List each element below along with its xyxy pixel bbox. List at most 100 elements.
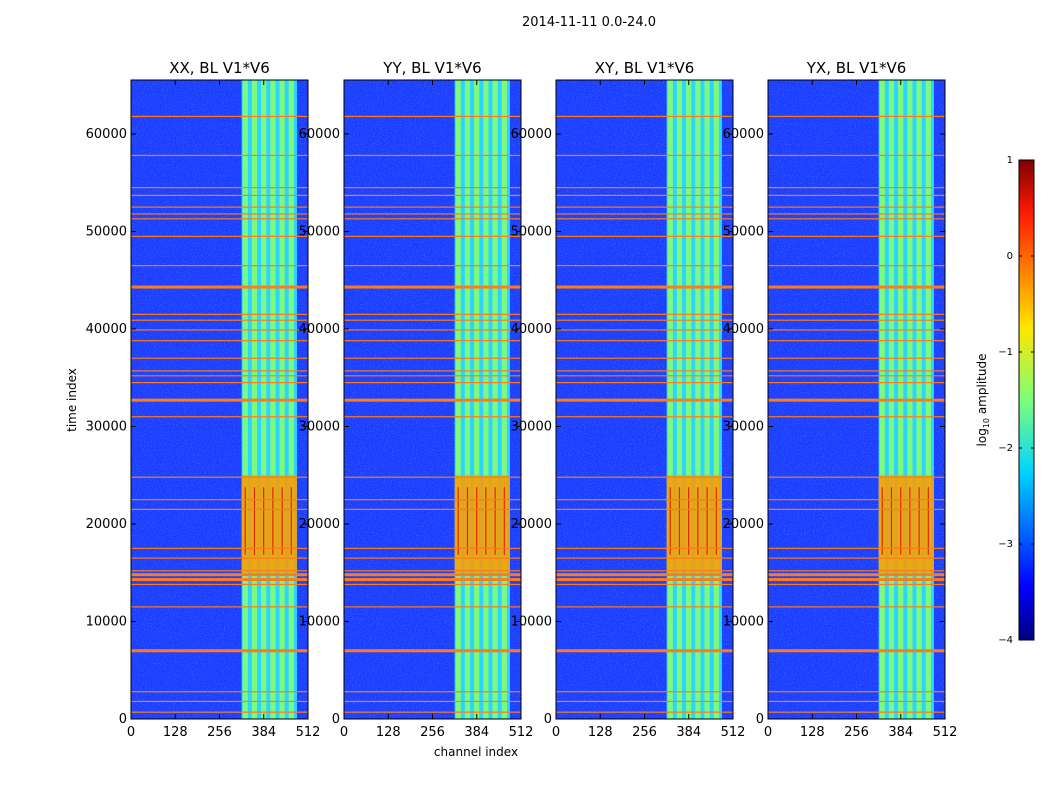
flagged-time-line	[344, 508, 521, 510]
flagged-time-line	[344, 711, 521, 713]
x-tick-label: 0	[127, 725, 135, 740]
flagged-time-line	[344, 700, 521, 703]
peak-region	[715, 487, 717, 555]
flagged-time-line	[131, 508, 308, 510]
flagged-time-line	[131, 547, 308, 549]
flagged-time-line	[131, 194, 308, 197]
flagged-time-line	[344, 382, 521, 384]
flagged-time-line	[131, 265, 308, 267]
y-tick-label: 10000	[86, 614, 127, 629]
colorbar-label-suffix: amplitude	[975, 354, 989, 418]
flagged-time-line	[344, 235, 521, 237]
panel-title: YY, BL V1*V6	[382, 59, 481, 77]
flagged-time-line	[131, 711, 308, 713]
flagged-time-line	[131, 382, 308, 384]
flagged-time-line	[131, 319, 308, 321]
flagged-time-line	[344, 375, 521, 377]
flagged-time-line	[768, 213, 945, 215]
flagged-time-line	[768, 206, 945, 208]
flagged-time-line	[344, 573, 521, 577]
flagged-time-line	[556, 329, 733, 331]
flagged-time-line	[556, 154, 733, 157]
flagged-time-line	[131, 476, 308, 478]
bright-region	[878, 475, 934, 573]
colorbar-tick-label: −3	[998, 539, 1013, 550]
flagged-time-line	[556, 573, 733, 577]
flagged-time-line	[344, 285, 521, 289]
flagged-time-line	[131, 570, 308, 572]
x-tick-label: 256	[844, 725, 869, 740]
flagged-time-line	[556, 557, 733, 559]
flagged-time-line	[768, 285, 945, 289]
flagged-time-line	[344, 606, 521, 608]
colorbar-tick-label: −1	[998, 347, 1013, 358]
colorbar-label-subscript: 10	[982, 418, 991, 428]
flagged-time-line	[556, 382, 733, 384]
flagged-time-line	[556, 499, 733, 501]
flagged-time-line	[344, 476, 521, 478]
flagged-time-line	[556, 319, 733, 321]
flagged-time-line	[131, 416, 308, 418]
flagged-time-line	[556, 398, 733, 402]
colorbar-gradient	[1018, 159, 1035, 641]
peak-region	[678, 487, 681, 555]
panel-xy: XY, BL V1*V6 0 128 256 384 512 0 10000 20000 3000…	[511, 59, 746, 740]
peak-region	[466, 487, 469, 555]
flagged-time-line	[556, 265, 733, 267]
flagged-time-line	[344, 557, 521, 559]
flagged-time-line	[131, 187, 308, 189]
y-tick-label: 40000	[86, 322, 127, 337]
flagged-time-line	[344, 340, 521, 342]
x-tick-label: 384	[464, 725, 489, 740]
flagged-time-line	[556, 218, 733, 220]
y-tick-label: 30000	[723, 419, 764, 434]
peak-region	[494, 487, 496, 555]
peak-region	[918, 487, 920, 555]
flagged-time-line	[131, 235, 308, 237]
x-tick-label: 0	[340, 725, 348, 740]
x-tick-label: 0	[764, 725, 772, 740]
flagged-time-line	[768, 370, 945, 372]
flagged-time-line	[344, 649, 521, 653]
peak-region	[890, 487, 893, 555]
flagged-time-line	[131, 206, 308, 208]
flagged-time-line	[131, 557, 308, 559]
peak-region	[485, 487, 487, 555]
y-tick-label: 0	[332, 712, 340, 727]
bright-region	[666, 475, 722, 573]
flagged-time-line	[768, 711, 945, 713]
flagged-time-line	[556, 370, 733, 372]
y-tick-label: 0	[756, 712, 764, 727]
flagged-time-line	[344, 319, 521, 321]
panels-group: XX, BL V1*V6 0 128 256 384 512 0 10000 20000 3000…	[86, 59, 958, 740]
peak-region	[290, 487, 292, 555]
panel-yx: YX, BL V1*V6 0 128 256 384 512 0 10000 20000 3000…	[723, 59, 958, 740]
y-tick-label: 50000	[86, 224, 127, 239]
x-tick-label: 512	[509, 725, 534, 740]
flagged-time-line	[344, 578, 521, 582]
flagged-time-line	[344, 154, 521, 157]
y-tick-label: 20000	[511, 517, 552, 532]
flagged-time-line	[768, 583, 945, 586]
peak-region	[900, 487, 902, 555]
flagged-time-line	[768, 691, 945, 693]
x-tick-label: 384	[888, 725, 913, 740]
flagged-time-line	[556, 375, 733, 377]
flagged-time-line	[131, 370, 308, 372]
peak-region	[253, 487, 256, 555]
peak-region	[281, 487, 283, 555]
flagged-time-line	[768, 416, 945, 418]
x-tick-label: 128	[163, 725, 188, 740]
flagged-time-line	[556, 711, 733, 713]
flagged-time-line	[768, 570, 945, 572]
flagged-time-line	[344, 398, 521, 402]
bright-region	[454, 475, 510, 573]
y-tick-label: 40000	[299, 322, 340, 337]
flagged-time-line	[344, 218, 521, 220]
y-tick-label: 10000	[299, 614, 340, 629]
flagged-time-line	[768, 700, 945, 703]
peak-region	[457, 487, 459, 555]
flagged-time-line	[131, 583, 308, 586]
flagged-time-line	[131, 218, 308, 220]
y-tick-label: 20000	[723, 517, 764, 532]
